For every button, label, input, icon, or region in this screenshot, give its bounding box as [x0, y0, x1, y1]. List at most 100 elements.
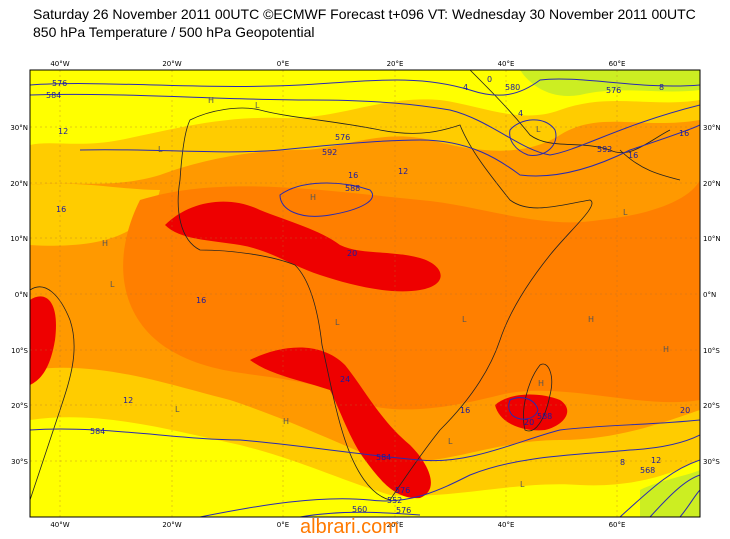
- svg-text:20°S: 20°S: [11, 402, 28, 410]
- low-center: L: [536, 125, 541, 134]
- svg-text:0°E: 0°E: [277, 60, 289, 68]
- svg-text:20°N: 20°N: [10, 180, 28, 188]
- svg-text:4: 4: [518, 109, 523, 118]
- temp-band-green-south: [640, 470, 700, 517]
- longitude-labels-top: 40°W 20°W 0°E 20°E 40°E 60°E: [50, 60, 625, 68]
- svg-text:30°S: 30°S: [11, 458, 28, 466]
- svg-text:20: 20: [524, 418, 534, 427]
- temp-band-red-brazil: [30, 296, 56, 385]
- graticule: [30, 70, 700, 517]
- low-center: L: [175, 405, 180, 414]
- svg-text:576: 576: [52, 79, 67, 88]
- svg-text:8: 8: [659, 83, 664, 92]
- low-center: L: [462, 315, 467, 324]
- temp-band-yellow-north: [30, 70, 700, 145]
- svg-text:576: 576: [396, 506, 411, 515]
- temp-band-yellow-south: [30, 417, 700, 517]
- svg-text:12: 12: [651, 456, 661, 465]
- svg-text:576: 576: [395, 486, 410, 495]
- svg-text:568: 568: [640, 466, 655, 475]
- svg-text:16: 16: [679, 129, 689, 138]
- temp-band-light-orange-west: [30, 183, 160, 246]
- svg-text:20°W: 20°W: [162, 60, 181, 68]
- svg-text:60°E: 60°E: [609, 521, 626, 529]
- svg-text:10°N: 10°N: [703, 235, 721, 243]
- watermark: albrari.com: [300, 516, 399, 538]
- svg-text:12: 12: [398, 167, 408, 176]
- low-center: L: [255, 101, 260, 110]
- svg-text:10°N: 10°N: [10, 235, 28, 243]
- svg-text:12: 12: [58, 127, 68, 136]
- svg-text:10°S: 10°S: [703, 347, 720, 355]
- svg-text:16: 16: [348, 171, 358, 180]
- low-center: L: [448, 437, 453, 446]
- coastlines: [30, 70, 681, 501]
- svg-text:20°E: 20°E: [387, 60, 404, 68]
- svg-text:40°E: 40°E: [498, 521, 515, 529]
- svg-text:560: 560: [352, 505, 367, 514]
- temp-band-red-southern-africa: [250, 347, 431, 499]
- high-center: H: [310, 193, 316, 202]
- svg-text:0: 0: [487, 75, 492, 84]
- svg-text:584: 584: [376, 453, 391, 462]
- svg-text:20°E: 20°E: [387, 521, 404, 529]
- chart-title: Saturday 26 November 2011 00UTC ©ECMWF F…: [33, 6, 696, 22]
- svg-text:16: 16: [196, 296, 206, 305]
- svg-text:588: 588: [345, 184, 360, 193]
- svg-text:588: 588: [537, 412, 552, 421]
- geopotential-contours: [30, 78, 700, 517]
- pressure-centers: H H H H H H H L L L L L L L L L L: [102, 96, 669, 489]
- svg-text:580: 580: [505, 83, 520, 92]
- svg-text:24: 24: [340, 375, 350, 384]
- svg-text:16: 16: [628, 151, 638, 160]
- svg-text:30°N: 30°N: [10, 124, 28, 132]
- latitude-labels-right: 30°N 20°N 10°N 0°N 10°S 20°S 30°S: [703, 124, 721, 466]
- svg-text:576: 576: [335, 133, 350, 142]
- temperature-labels: 12 16 16 20 16 12 24 20 16 16 16 12 20 8…: [56, 75, 690, 467]
- svg-text:10°S: 10°S: [11, 347, 28, 355]
- svg-text:20°N: 20°N: [703, 180, 721, 188]
- svg-text:30°S: 30°S: [703, 458, 720, 466]
- svg-text:592: 592: [597, 145, 612, 154]
- svg-text:584: 584: [90, 427, 105, 436]
- longitude-labels-bottom: 40°W 20°W 0°E 20°E 40°E 60°E: [50, 521, 625, 529]
- svg-text:16: 16: [460, 406, 470, 415]
- temp-band-green-north: [520, 70, 700, 96]
- map-frame: [29, 69, 701, 518]
- low-center: L: [110, 280, 115, 289]
- svg-text:40°E: 40°E: [498, 60, 515, 68]
- svg-text:552: 552: [387, 496, 402, 505]
- high-center: H: [208, 96, 214, 105]
- geopotential-labels: 576 584 588 592 576 592 580 576 568 584 …: [46, 79, 655, 515]
- svg-text:30°N: 30°N: [703, 124, 721, 132]
- svg-text:584: 584: [46, 91, 61, 100]
- svg-text:8: 8: [620, 458, 625, 467]
- latitude-labels-left: 30°N 20°N 10°N 0°N 10°S 20°S 30°S: [10, 124, 28, 466]
- high-center: H: [283, 417, 289, 426]
- low-center: L: [158, 145, 163, 154]
- high-center: H: [663, 345, 669, 354]
- svg-text:40°W: 40°W: [50, 60, 69, 68]
- svg-text:0°N: 0°N: [703, 291, 716, 299]
- high-center: H: [102, 239, 108, 248]
- low-center: L: [623, 208, 628, 217]
- svg-text:576: 576: [606, 86, 621, 95]
- svg-text:40°W: 40°W: [50, 521, 69, 529]
- chart-subtitle: 850 hPa Temperature / 500 hPa Geopotenti…: [33, 24, 315, 40]
- svg-text:16: 16: [56, 205, 66, 214]
- svg-text:20: 20: [347, 249, 357, 258]
- low-center: L: [335, 318, 340, 327]
- low-center: L: [520, 480, 525, 489]
- svg-text:60°E: 60°E: [609, 60, 626, 68]
- svg-text:0°N: 0°N: [15, 291, 28, 299]
- svg-text:20°W: 20°W: [162, 521, 181, 529]
- temp-band-red-madagascar: [495, 394, 568, 431]
- svg-text:20°S: 20°S: [703, 402, 720, 410]
- high-center: H: [538, 379, 544, 388]
- svg-text:592: 592: [322, 148, 337, 157]
- svg-text:4: 4: [463, 83, 468, 92]
- temp-band-red-sahel: [165, 201, 441, 292]
- svg-text:20: 20: [680, 406, 690, 415]
- svg-text:12: 12: [123, 396, 133, 405]
